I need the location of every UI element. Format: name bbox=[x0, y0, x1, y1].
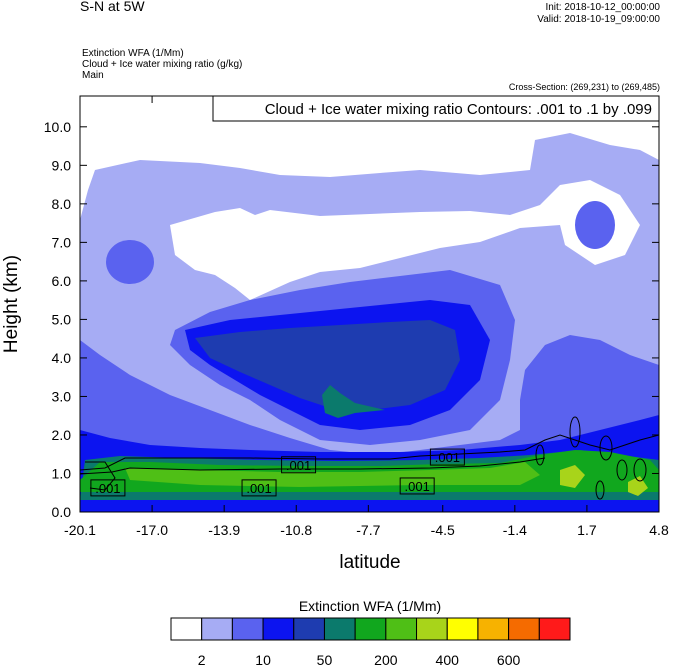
x-tick-label: 1.7 bbox=[577, 522, 597, 538]
y-tick-label: 0.0 bbox=[52, 504, 72, 520]
colorbar-swatch bbox=[508, 617, 540, 641]
field-level-teal bbox=[322, 385, 385, 418]
valid-time: Valid: 2018-10-19_09:00:00 bbox=[537, 14, 660, 25]
field-level-yellow-green bbox=[560, 465, 585, 488]
extinction-field bbox=[80, 96, 659, 512]
contour-label-box bbox=[90, 479, 126, 497]
contour-lines bbox=[80, 416, 659, 500]
contour-label-text: .001 bbox=[405, 479, 430, 494]
contour-label: .001 bbox=[281, 456, 317, 474]
contour-cell-2 bbox=[599, 435, 613, 461]
contour-legend-text: Cloud + Ice water mixing ratio Contours:… bbox=[265, 101, 652, 118]
cross-section-label: Cross-Section: (269,231) to (269,485) bbox=[508, 82, 660, 92]
contour-label: .001 bbox=[429, 448, 465, 466]
y-tick-label: 9.0 bbox=[52, 157, 72, 173]
contour-line-middle bbox=[80, 457, 546, 475]
colorbar-label: 600 bbox=[497, 652, 521, 668]
colorbar-swatch bbox=[201, 617, 233, 641]
colorbar-swatch bbox=[262, 617, 295, 641]
y-tick-label: 6.0 bbox=[52, 273, 72, 289]
field-upper-right-blob bbox=[575, 201, 615, 249]
field-level-light-green bbox=[125, 462, 540, 487]
field-cloud-ice: Cloud + Ice water mixing ratio (g/kg) bbox=[82, 59, 243, 70]
field-isolated-blob bbox=[106, 240, 154, 284]
colorbar bbox=[170, 617, 571, 641]
x-tick-label: -17.0 bbox=[136, 522, 168, 538]
init-valid-times: Init: 2018-10-12_00:00:00 Valid: 2018-10… bbox=[537, 2, 660, 26]
colorbar-swatch bbox=[385, 617, 418, 641]
colorbar-label: 200 bbox=[374, 652, 398, 668]
contour-labels: .001 .001 .001 .001 .001 bbox=[90, 448, 465, 497]
y-tick-label: 7.0 bbox=[52, 234, 72, 250]
colorbar-label: 400 bbox=[436, 652, 460, 668]
contour-label-box bbox=[429, 448, 465, 466]
colorbar-title: Extinction WFA (1/Mm) bbox=[299, 598, 441, 614]
contour-label-box bbox=[281, 456, 317, 474]
field-level-dark-blue bbox=[195, 320, 460, 410]
contour-cell-4 bbox=[633, 458, 647, 482]
y-tick-label: 5.0 bbox=[52, 311, 72, 327]
y-axis: 0.0 1.0 2.0 3.0 4.0 5.0 6.0 7.0 8.0 9.0 10.0 bbox=[44, 119, 659, 520]
contour-label-text: .001 bbox=[286, 458, 311, 473]
x-tick-label: -20.1 bbox=[64, 522, 96, 538]
field-extinction: Extinction WFA (1/Mm) bbox=[82, 48, 184, 59]
field-level-yellow-green-right bbox=[628, 476, 648, 496]
contour-label: .001 bbox=[399, 477, 435, 495]
contour-cell-3 bbox=[616, 459, 628, 481]
y-tick-label: 3.0 bbox=[52, 388, 72, 404]
y-tick-label: 1.0 bbox=[52, 465, 72, 481]
y-tick-label: 10.0 bbox=[44, 119, 71, 135]
y-tick-label: 8.0 bbox=[52, 196, 72, 212]
colorbar-swatch bbox=[354, 617, 387, 641]
plot-title: S-N at 5W bbox=[80, 0, 145, 14]
colorbar-label: 2 bbox=[198, 652, 206, 668]
contour-label-text: .001 bbox=[95, 481, 120, 496]
field-descriptions: Extinction WFA (1/Mm) Cloud + Ice water … bbox=[82, 48, 242, 81]
contour-label: .001 bbox=[90, 479, 126, 497]
y-tick-label: 2.0 bbox=[52, 427, 72, 443]
x-tick-label: -13.9 bbox=[208, 522, 240, 538]
colorbar-swatch bbox=[170, 617, 203, 641]
contour-label: .001 bbox=[241, 479, 277, 497]
colorbar-labels: 2 10 50 200 400 600 bbox=[198, 652, 521, 668]
x-tick-label: -4.5 bbox=[431, 522, 455, 538]
colorbar-swatch bbox=[323, 617, 356, 641]
colorbar-swatch bbox=[416, 617, 448, 641]
colorbar-swatch bbox=[538, 617, 571, 641]
contour-label-box bbox=[241, 479, 277, 497]
colorbar-label: 10 bbox=[255, 652, 271, 668]
contour-line-upper bbox=[85, 461, 116, 491]
contour-legend: Cloud + Ice water mixing ratio Contours:… bbox=[212, 95, 660, 122]
colorbar-swatch bbox=[231, 617, 264, 641]
field-main: Main bbox=[82, 70, 104, 81]
colorbar-label: 50 bbox=[317, 652, 333, 668]
contour-line-lower bbox=[80, 434, 659, 471]
y-tick-label: 4.0 bbox=[52, 350, 72, 366]
y-axis-label: Height (km) bbox=[1, 255, 22, 353]
contour-label-text: .001 bbox=[435, 450, 460, 465]
field-gap-white bbox=[170, 180, 640, 300]
contour-cell-5 bbox=[535, 444, 545, 466]
init-time: Init: 2018-10-12_00:00:00 bbox=[545, 2, 660, 13]
contour-label-text: .001 bbox=[246, 481, 271, 496]
contour-legend-box bbox=[212, 95, 660, 122]
colorbar-swatch bbox=[446, 617, 479, 641]
contour-cell-6 bbox=[595, 480, 605, 500]
colorbar-swatch bbox=[477, 617, 510, 641]
x-tick-label: -10.8 bbox=[280, 522, 312, 538]
x-axis-label: latitude bbox=[339, 552, 400, 573]
x-tick-label: -7.7 bbox=[356, 522, 380, 538]
colorbar-swatch bbox=[293, 617, 325, 641]
contour-cell-1 bbox=[569, 416, 581, 448]
x-tick-label: 4.8 bbox=[649, 522, 669, 538]
x-tick-label: -1.4 bbox=[503, 522, 527, 538]
contour-label-box bbox=[399, 477, 435, 495]
